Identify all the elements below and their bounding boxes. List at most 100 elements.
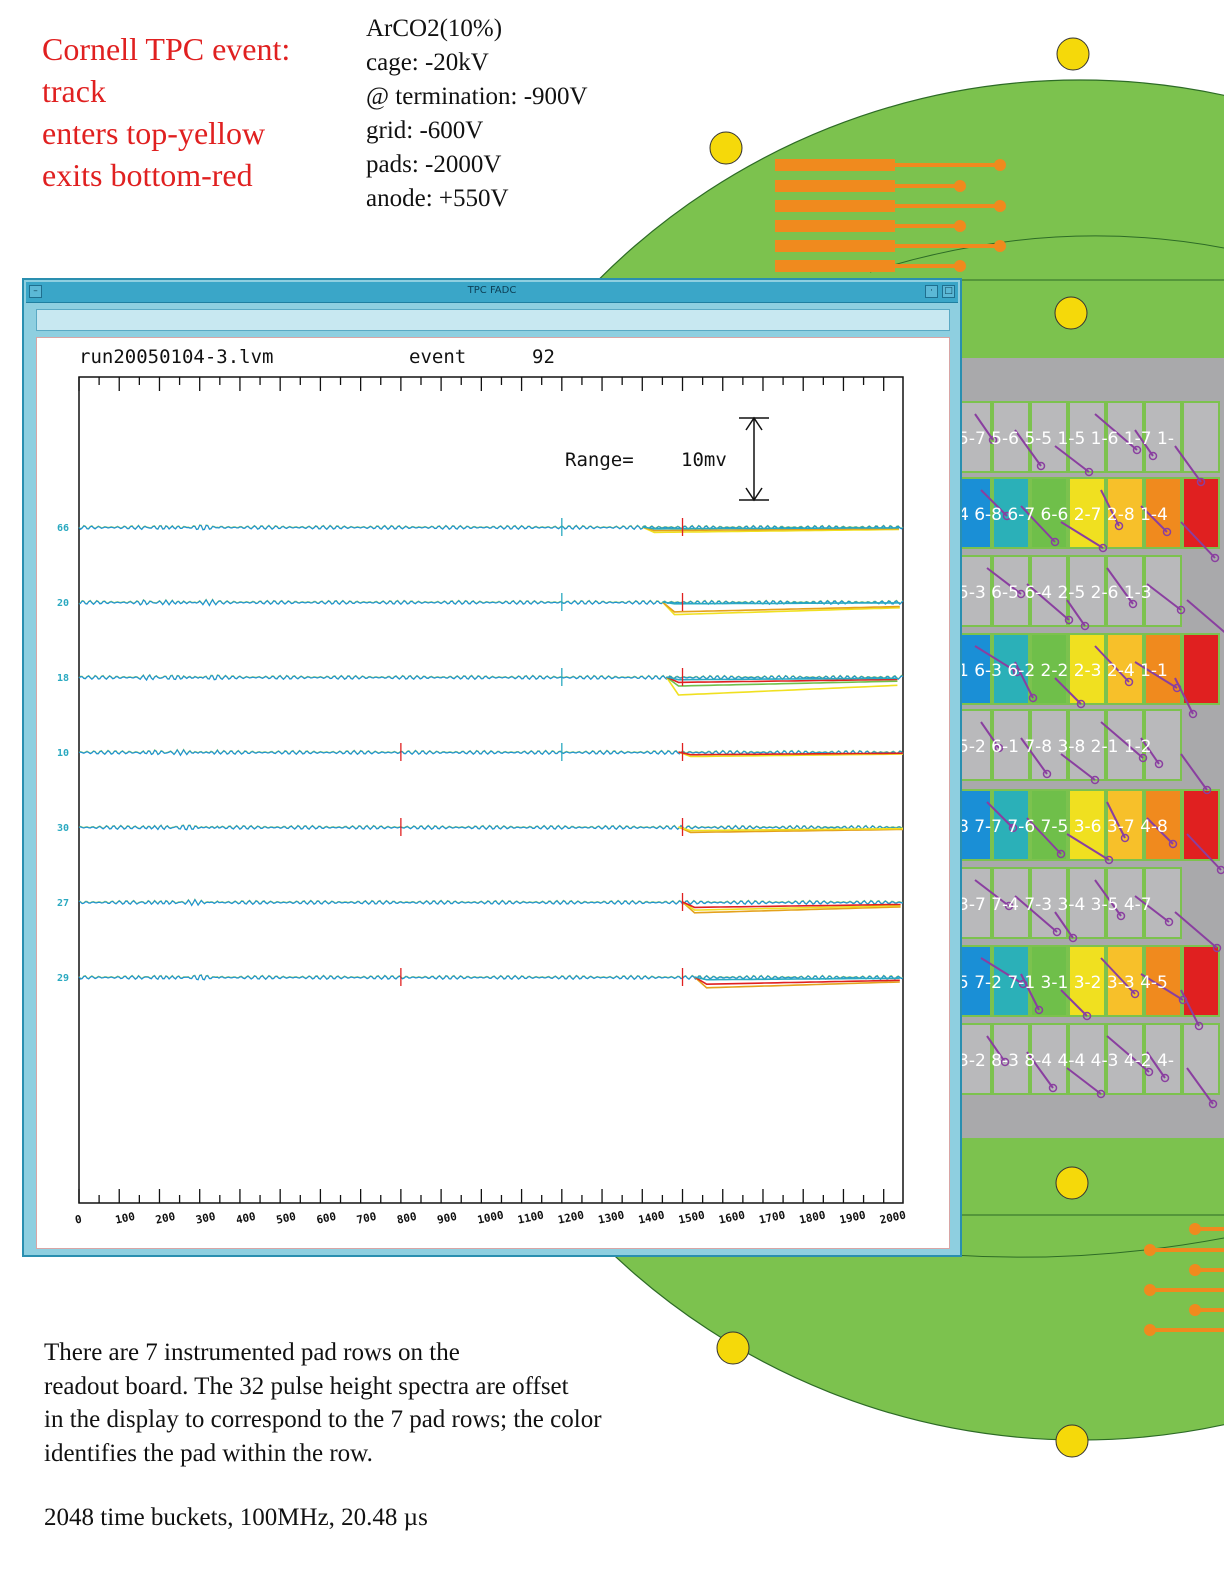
pad-cell [1068,709,1106,781]
pad-wire [1054,911,1074,939]
via [1208,1099,1218,1109]
fadc-plot: run20050104-3.lvm event 92 0 100 200 300 400… [57,346,908,1227]
pad-cell [1068,555,1106,627]
pad-row-label: 4 6-8 6-7 6-6 2-7 2-8 1-4 [958,505,1168,525]
via [1176,605,1186,615]
pad-wire [986,1035,1006,1063]
pulse-trace [666,676,898,681]
pad-row-label: 1 6-3 6-2 2-2 2-3 2-4 1-1 [958,661,1168,681]
pulse-trace [678,826,904,834]
pad-wire [986,567,1022,595]
run-label: run20050104-3.lvm [79,346,273,368]
pad-cell [1182,1023,1220,1095]
window-menu-button[interactable]: – [29,285,42,298]
lead-end [994,240,1006,252]
pad-row-label: 3-7 7-4 7-3 3-4 3-5 4-7 [958,895,1152,915]
pad-cell [1144,789,1182,861]
lead-end [1189,1304,1201,1316]
pad-cell [1182,401,1220,473]
pad-wire [1174,911,1218,949]
pad-wire [1180,989,1200,1027]
caption: There are 7 instrumented pad rows on the… [44,1336,704,1470]
via [1052,927,1062,937]
via [1148,451,1158,461]
via [1098,543,1108,553]
pad-cell [992,1023,1030,1095]
channel-label: 29 [57,973,69,984]
pad-wire [1134,895,1170,923]
fadc-plot-canvas: run20050104-3.lvm event 92 0 100 200 300 400… [36,337,950,1249]
pad-wire [1094,645,1130,683]
pad-wire [1106,1035,1150,1073]
pad-cell [1106,945,1144,1017]
lead-end [1144,1284,1156,1296]
minimize-button[interactable]: · [925,285,938,298]
window-toolbar[interactable] [36,309,950,331]
baseline-trace [78,898,904,907]
maximize-button[interactable]: □ [942,285,955,298]
pad-wire [1014,661,1034,699]
trace-row: 66 [57,518,904,536]
x-axis-ticks [78,377,885,1203]
pulse-trace [642,526,899,532]
pad-wire [1134,429,1154,457]
via [1168,839,1178,849]
mounting-hole [716,1331,750,1365]
pulse-trace [694,976,900,981]
x-tick-label: 1600 [718,1208,747,1226]
pad-cell [1144,555,1182,627]
pulse-trace [641,526,900,534]
via [1036,461,1046,471]
plot-frame [78,376,904,1204]
pad-wires [974,413,1224,1109]
channel-label: 10 [57,748,69,759]
via [1144,1067,1154,1077]
pad-wire [1146,583,1182,611]
x-tick-label: 2000 [879,1208,908,1226]
x-tick-label: 900 [436,1210,458,1227]
trace-row: 27 [57,893,904,914]
title-line: enters top-yellow [42,115,266,151]
via [1080,621,1090,631]
trace-row: 18 [57,668,904,696]
pad-cell [1106,633,1144,705]
mounting-hole [1055,1166,1089,1200]
x-tick-label: 1500 [677,1208,706,1226]
x-tick-label: 800 [396,1210,418,1227]
via [1104,855,1114,865]
window-titlebar[interactable]: – TPC FADC · □ [26,282,958,303]
lead-end [1144,1244,1156,1256]
via [1154,759,1164,769]
pulse-trace [694,976,900,989]
pad-cell [1068,633,1106,705]
window-title: TPC FADC [467,285,517,296]
x-tick-label: 400 [235,1210,257,1227]
x-tick-label: 1400 [637,1208,666,1226]
via [1084,467,1094,477]
mounting-hole [1056,37,1090,71]
via [1160,1073,1170,1083]
via [994,743,1004,753]
caption-line: readout board. The 32 pulse height spect… [44,1372,569,1400]
via [1002,511,1012,521]
via [1034,1005,1044,1015]
lead-end [954,180,966,192]
pad-row-label: 5 7-2 7-1 3-1 3-2 3-3 4-5 [958,973,1168,993]
pulse-trace [661,601,900,613]
lead-pad [775,180,895,192]
pad-wire [1054,677,1082,705]
pad-wire [1180,753,1208,791]
mounting-hole [1055,1424,1089,1458]
pad-wire [1180,521,1216,559]
x-tick-label: 600 [315,1210,337,1227]
tpc-fadc-window[interactable]: – TPC FADC · □ run20050104-3.lvm event 9… [22,278,962,1257]
param-gas: ArCO2(10%) [366,15,503,42]
pad-cell [1106,477,1144,549]
via [1090,775,1100,785]
pad-wire [1100,721,1144,759]
range-label: Range= [565,449,634,471]
pad-wire [1100,489,1120,527]
pad-row-label: 3-2 8-3 8-4 4-4 4-3 4-2 4- [958,1051,1174,1071]
via [1128,599,1138,609]
pulse-trace [682,901,901,911]
